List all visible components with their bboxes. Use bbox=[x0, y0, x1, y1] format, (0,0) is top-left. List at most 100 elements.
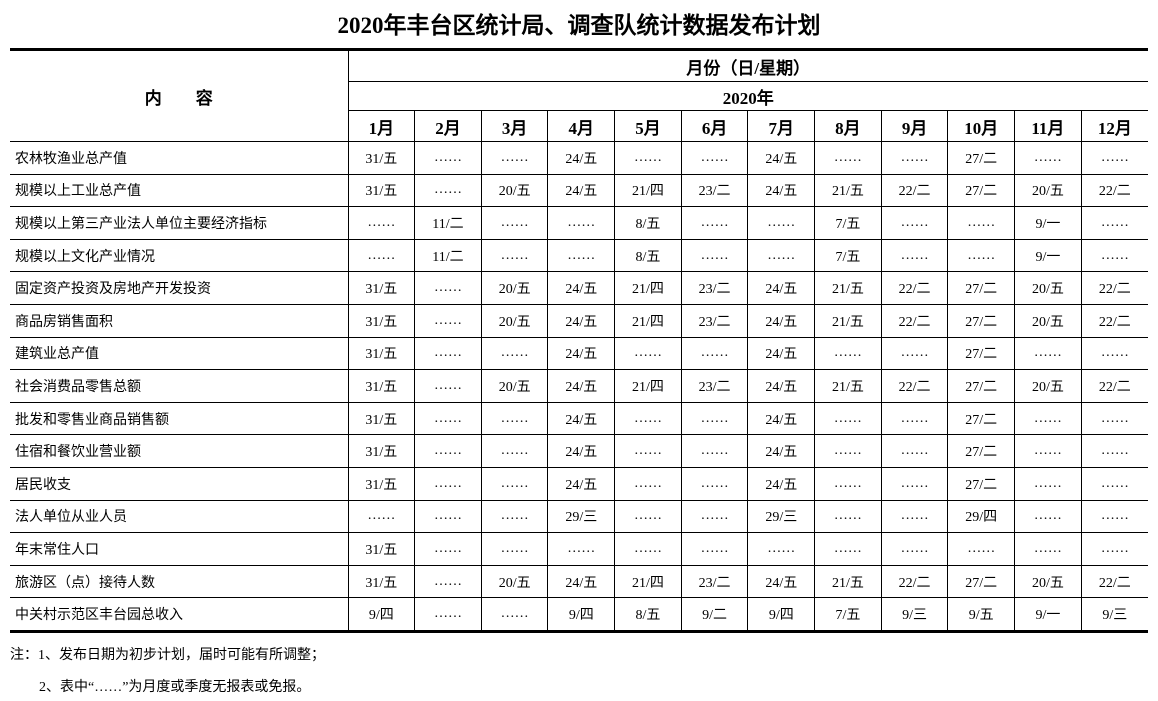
content-column-header: 内 容 bbox=[9, 50, 349, 142]
schedule-cell: …… bbox=[414, 434, 482, 468]
table-frame: 内 容 月份（日/星期） 2020年 1月 2月 3月 4月 5月 6月 7月 8月 9月 10月… bbox=[9, 48, 1149, 633]
schedule-cell: 9/五 bbox=[947, 597, 1016, 631]
table-row: 规模以上工业总产值 31/五…… 20/五 24/五 21/四 23/二 24/五 21/五 2… bbox=[9, 173, 1149, 208]
table-row: 旅游区（点）接待人数 31/五…… 20/五 24/五 21/四 23/二 24/五 21/五… bbox=[9, 564, 1149, 599]
indicator-label: 居民收支 bbox=[9, 466, 349, 501]
schedule-cell: …… bbox=[680, 206, 749, 240]
schedule-cell: 9/三 bbox=[880, 597, 949, 631]
table-row: 中关村示范区丰台园总收入 9/四………… 9/四 8/五 9/二 9/四 7/五 9/三 9/五… bbox=[9, 597, 1149, 631]
schedule-cell: 29/三 bbox=[547, 499, 616, 534]
schedule-cell: 8/五 bbox=[614, 597, 682, 631]
indicator-label: 农林牧渔业总产值 bbox=[9, 141, 349, 175]
schedule-cell: 21/四 bbox=[614, 173, 682, 208]
schedule-cell: 31/五 bbox=[347, 532, 416, 566]
schedule-cell: 24/五 bbox=[747, 369, 816, 403]
schedule-cell: 9/四 bbox=[347, 597, 416, 631]
schedule-cell: 9/三 bbox=[1080, 597, 1149, 631]
schedule-cell: …… bbox=[947, 206, 1016, 240]
schedule-cell: …… bbox=[880, 206, 949, 240]
month-header: 4月 bbox=[547, 110, 616, 142]
schedule-cell: 7/五 bbox=[814, 238, 882, 273]
schedule-cell: 22/二 bbox=[880, 303, 949, 338]
schedule-cell: 23/二 bbox=[680, 303, 749, 338]
schedule-cell: …… bbox=[414, 466, 482, 501]
schedule-cell: 22/二 bbox=[1080, 564, 1149, 599]
indicator-label: 年末常住人口 bbox=[9, 532, 349, 566]
schedule-cell: 9/一 bbox=[1014, 238, 1082, 273]
schedule-cell: …… bbox=[747, 206, 816, 240]
schedule-cell: …… bbox=[680, 499, 749, 534]
schedule-cell: …… bbox=[1014, 141, 1082, 175]
schedule-cell: 9/二 bbox=[680, 597, 749, 631]
schedule-cell: …… bbox=[547, 532, 616, 566]
schedule-cell: …… bbox=[347, 238, 416, 273]
schedule-cell: …… bbox=[1014, 499, 1082, 534]
schedule-cell: 20/五 bbox=[1014, 369, 1082, 403]
schedule-cell: …… bbox=[1014, 401, 1082, 436]
month-header: 6月 bbox=[680, 110, 749, 142]
schedule-cell: 20/五 bbox=[1014, 303, 1082, 338]
schedule-cell: …… bbox=[1014, 532, 1082, 566]
schedule-cell: 24/五 bbox=[747, 141, 816, 175]
schedule-cell: …… bbox=[480, 401, 549, 436]
schedule-cell: 11/二 bbox=[414, 238, 482, 273]
schedule-cell: …… bbox=[1080, 336, 1149, 371]
year-row: 2020年 bbox=[10, 81, 1149, 111]
schedule-cell: 24/五 bbox=[547, 564, 616, 599]
schedule-cell: 20/五 bbox=[480, 173, 549, 208]
schedule-cell: 8/五 bbox=[614, 238, 682, 273]
schedule-cell: …… bbox=[680, 336, 749, 371]
table-row: 固定资产投资及房地产开发投资 31/五…… 20/五 24/五 21/四 23/二 24/五… bbox=[9, 271, 1149, 305]
schedule-cell: 7/五 bbox=[814, 597, 882, 631]
schedule-cell: 24/五 bbox=[747, 173, 816, 208]
schedule-cell: …… bbox=[614, 499, 682, 534]
schedule-cell: 27/二 bbox=[947, 141, 1016, 175]
schedule-cell: 21/四 bbox=[614, 303, 682, 338]
month-group-row: 内 容 月份（日/星期） bbox=[9, 50, 1149, 142]
indicator-label: 规模以上第三产业法人单位主要经济指标 bbox=[9, 206, 349, 240]
schedule-cell: …… bbox=[1080, 532, 1149, 566]
schedule-cell: …… bbox=[680, 401, 749, 436]
schedule-cell: …… bbox=[880, 336, 949, 371]
schedule-cell: 22/二 bbox=[880, 564, 949, 599]
schedule-cell: …… bbox=[480, 532, 549, 566]
schedule-cell: …… bbox=[414, 369, 482, 403]
schedule-cell: …… bbox=[1014, 434, 1082, 468]
month-header: 10月 bbox=[947, 110, 1016, 142]
schedule-cell: 27/二 bbox=[947, 434, 1016, 468]
schedule-cell: …… bbox=[814, 401, 882, 436]
schedule-cell: 23/二 bbox=[680, 271, 749, 305]
schedule-cell: …… bbox=[480, 336, 549, 371]
schedule-cell: 22/二 bbox=[1080, 173, 1149, 208]
schedule-cell: 20/五 bbox=[480, 303, 549, 338]
schedule-cell: …… bbox=[614, 532, 682, 566]
schedule-cell: …… bbox=[414, 401, 482, 436]
schedule-cell: 24/五 bbox=[547, 336, 616, 371]
table-row: 法人单位从业人员……………… 29/三………… 29/三………… 29/四………… bbox=[9, 499, 1149, 534]
schedule-cell: 22/二 bbox=[1080, 271, 1149, 305]
schedule-cell: …… bbox=[414, 336, 482, 371]
table-row: 建筑业总产值 31/五………… 24/五………… 24/五………… 27/二………… bbox=[9, 336, 1149, 371]
schedule-cell: 31/五 bbox=[347, 271, 416, 305]
schedule-cell: 22/二 bbox=[880, 173, 949, 208]
schedule-cell: 20/五 bbox=[1014, 271, 1082, 305]
schedule-cell: 21/五 bbox=[814, 173, 882, 208]
schedule-cell: …… bbox=[614, 401, 682, 436]
table-row: 农林牧渔业总产值 31/五………… 24/五………… 24/五………… 27/二………… bbox=[9, 141, 1149, 175]
schedule-cell: …… bbox=[747, 238, 816, 273]
schedule-cell: 21/四 bbox=[614, 271, 682, 305]
schedule-cell: …… bbox=[947, 532, 1016, 566]
month-header: 11月 bbox=[1014, 110, 1082, 142]
schedule-cell: 27/二 bbox=[947, 271, 1016, 305]
schedule-cell: 27/二 bbox=[947, 173, 1016, 208]
schedule-cell: 20/五 bbox=[1014, 564, 1082, 599]
indicator-label: 商品房销售面积 bbox=[9, 303, 349, 338]
table-row: 批发和零售业商品销售额 31/五………… 24/五………… 24/五………… 27/二…… bbox=[9, 401, 1149, 436]
schedule-cell: …… bbox=[547, 238, 616, 273]
schedule-cell: 31/五 bbox=[347, 369, 416, 403]
indicator-label: 旅游区（点）接待人数 bbox=[9, 564, 349, 599]
schedule-cell: 9/一 bbox=[1014, 597, 1082, 631]
schedule-cell: 23/二 bbox=[680, 173, 749, 208]
schedule-cell: …… bbox=[880, 499, 949, 534]
schedule-cell: 29/三 bbox=[747, 499, 816, 534]
